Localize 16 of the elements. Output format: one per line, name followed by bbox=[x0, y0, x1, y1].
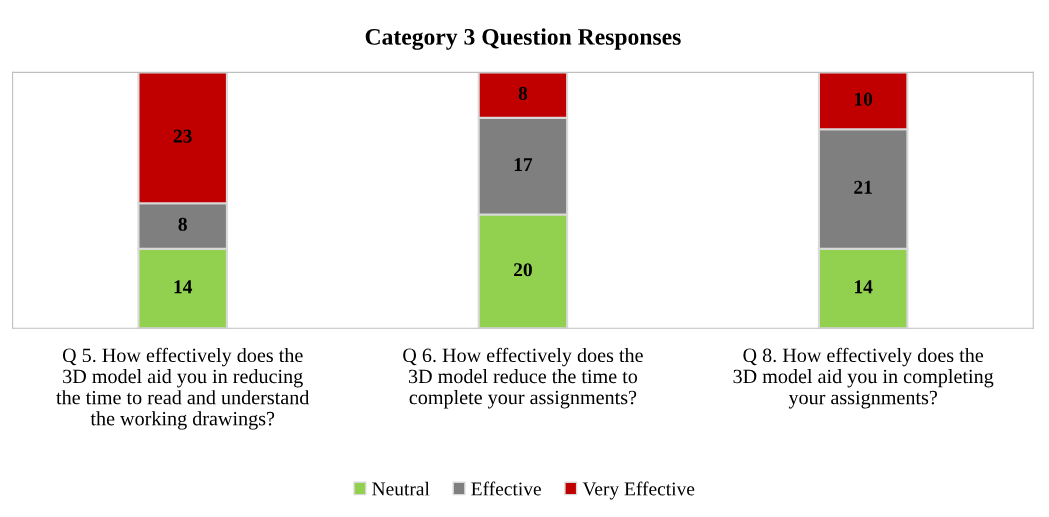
data-label: 14 bbox=[854, 280, 873, 294]
data-label: 17 bbox=[514, 158, 533, 171]
data-label: 21 bbox=[854, 180, 872, 194]
data-label: 20 bbox=[514, 263, 532, 277]
chart-title: Category 3 Question Responses bbox=[365, 28, 681, 50]
x-tick-label: Q 5. How effectively does the 3D model aid you in reducing the time to read and understand the working drawings? bbox=[56, 347, 310, 430]
x-tick-label: Q 6. How effectively does the 3D model reduce the time to complete your assignments? bbox=[403, 347, 643, 409]
legend-label: Neutral bbox=[372, 481, 430, 496]
data-label: 14 bbox=[174, 280, 193, 294]
x-tick-label: Q 8. How effectively does the 3D model aid you in completing your assignments? bbox=[733, 347, 994, 409]
data-label: 10 bbox=[854, 92, 873, 106]
legend-label: Effective bbox=[471, 481, 541, 496]
legend-label: Very Effective bbox=[582, 481, 695, 500]
data-label: 8 bbox=[518, 86, 528, 100]
data-label: 23 bbox=[173, 129, 192, 143]
data-label: 8 bbox=[178, 217, 187, 231]
